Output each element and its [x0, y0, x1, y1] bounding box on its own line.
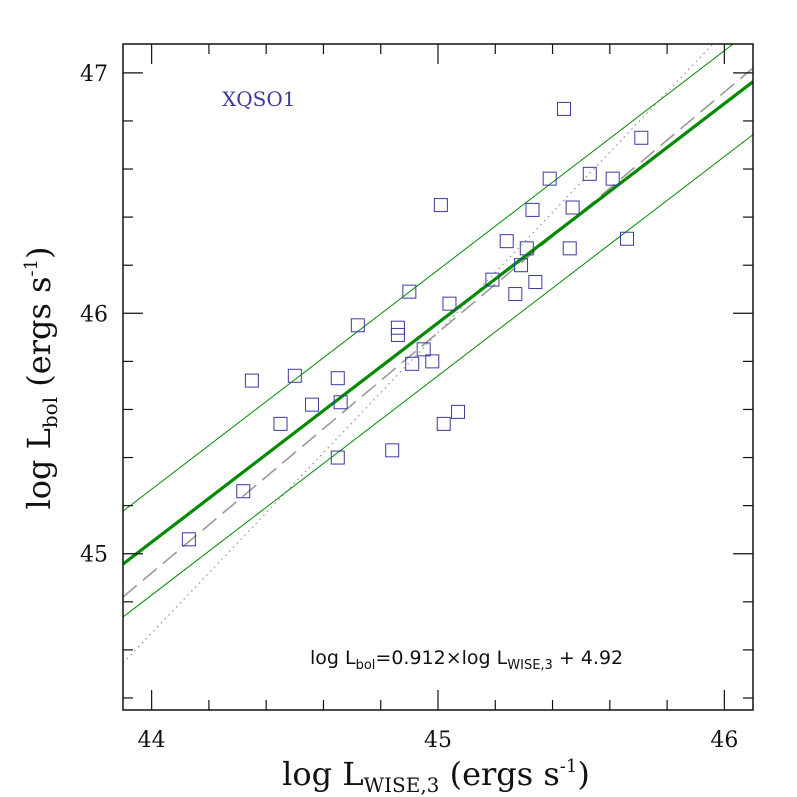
data-point-19 — [436, 416, 451, 431]
data-point-35 — [620, 231, 634, 246]
data-point-28 — [528, 275, 543, 290]
x-tick-label: 46 — [710, 728, 738, 753]
x-label-suffix: (ergs s — [439, 755, 559, 793]
equation-part-1: log L — [310, 647, 356, 669]
x-label-prefix: log L — [282, 755, 363, 793]
data-point-25 — [514, 258, 529, 273]
x-tick-label: 44 — [138, 728, 166, 753]
ticks-layer — [123, 44, 753, 710]
data-point-7 — [330, 371, 345, 386]
data-point-14 — [402, 284, 417, 299]
x-tick-label: 45 — [424, 728, 452, 753]
y-label-end: ) — [20, 246, 58, 258]
data-point-20 — [442, 296, 457, 311]
equation-part-2: =0.912×log L — [375, 647, 507, 669]
data-point-26 — [519, 241, 534, 256]
fit-equation: log Lbol=0.912×log LWISE,3 + 4.92 — [310, 647, 623, 673]
data-point-4 — [273, 416, 288, 431]
data-point-13 — [390, 327, 405, 342]
dotted-line — [123, 44, 714, 664]
data-point-33 — [582, 166, 597, 181]
data-point-21 — [451, 404, 466, 419]
data-point-1 — [181, 532, 196, 547]
dashed-line — [123, 67, 753, 598]
y-tick-label: 47 — [80, 62, 108, 87]
x-label-superscript: -1 — [560, 756, 578, 777]
data-point-6 — [305, 397, 319, 412]
data-point-17 — [425, 354, 440, 369]
data-point-18 — [433, 198, 448, 213]
y-label-suffix: (ergs s — [20, 276, 58, 396]
plot-frame — [122, 43, 754, 711]
data-point-16 — [416, 342, 431, 357]
data-point-3 — [244, 373, 259, 388]
x-axis-label: log LWISE,3 (ergs s-1) — [282, 755, 590, 797]
data-point-29 — [542, 171, 557, 186]
data-point-2 — [236, 484, 251, 499]
data-point-32 — [565, 200, 580, 215]
data-point-24 — [508, 287, 523, 302]
y-axis-label: log Lbol (ergs s-1) — [20, 246, 62, 509]
y-tick-label: 46 — [80, 302, 108, 327]
data-point-36 — [634, 130, 649, 145]
points-layer — [181, 101, 649, 547]
data-point-15 — [405, 356, 420, 371]
data-point-8 — [333, 395, 348, 410]
x-label-end: ) — [577, 755, 589, 793]
data-point-5 — [287, 368, 302, 383]
data-point-30 — [557, 101, 571, 116]
x-label-subscript: WISE,3 — [364, 773, 440, 797]
equation-part-3: + 4.92 — [553, 647, 623, 669]
data-point-10 — [350, 318, 365, 333]
y-label-subscript: bol — [38, 397, 62, 428]
dataset-tag: XQSO1 — [222, 87, 295, 111]
fit-line — [123, 80, 753, 566]
lines-layer — [123, 44, 753, 664]
data-point-12 — [390, 320, 405, 335]
y-tick-label: 45 — [80, 543, 108, 568]
data-point-27 — [525, 202, 540, 217]
data-point-22 — [485, 272, 500, 287]
equation-subscript-2: WISE,3 — [507, 658, 553, 673]
data-point-23 — [499, 234, 514, 249]
data-point-11 — [385, 443, 400, 458]
equation-subscript-1: bol — [356, 658, 376, 673]
data-point-9 — [330, 450, 345, 465]
y-label-superscript: -1 — [21, 259, 42, 277]
fit-lower-line — [123, 134, 753, 618]
fit-upper-line — [123, 44, 734, 512]
data-point-34 — [605, 171, 620, 186]
data-point-31 — [562, 241, 577, 256]
y-label-prefix: log L — [20, 428, 58, 509]
